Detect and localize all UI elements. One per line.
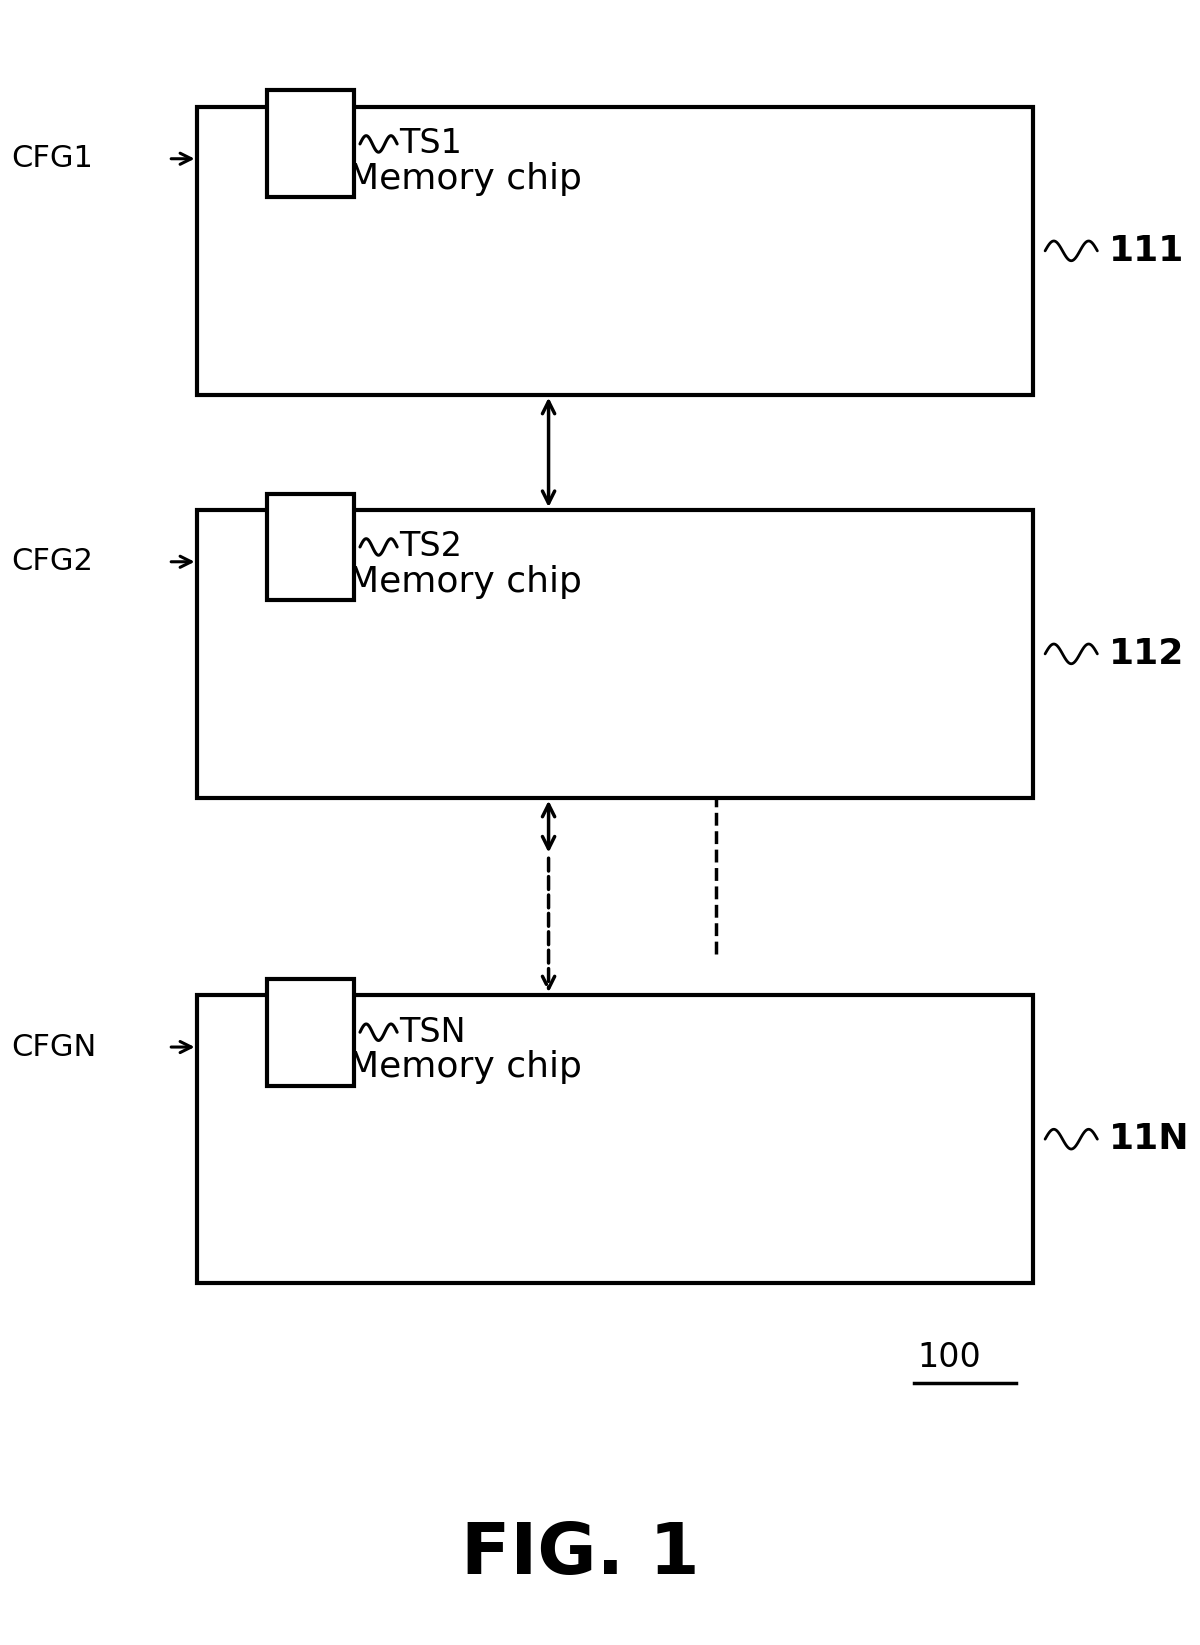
Text: 112: 112 [1109, 637, 1184, 671]
Text: TS2: TS2 [400, 530, 462, 564]
Text: Memory chip: Memory chip [348, 161, 582, 196]
Text: 11N: 11N [1109, 1122, 1189, 1156]
Text: CFG2: CFG2 [12, 548, 94, 576]
Bar [198, 995, 1033, 1283]
Text: 100: 100 [917, 1341, 982, 1374]
Text: FIG. 1: FIG. 1 [461, 1520, 700, 1589]
Bar [268, 90, 354, 197]
Text: CFGN: CFGN [12, 1033, 97, 1061]
Bar [268, 494, 354, 600]
Bar [268, 979, 354, 1086]
Text: TS1: TS1 [400, 127, 462, 161]
Bar [198, 510, 1033, 798]
Text: Memory chip: Memory chip [348, 564, 582, 599]
Text: CFG1: CFG1 [12, 145, 94, 173]
Text: 111: 111 [1109, 234, 1184, 268]
Text: Memory chip: Memory chip [348, 1050, 582, 1084]
Bar [198, 107, 1033, 395]
Text: TSN: TSN [400, 1015, 466, 1050]
